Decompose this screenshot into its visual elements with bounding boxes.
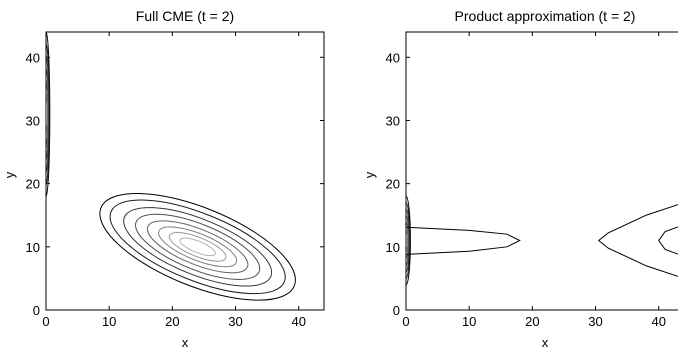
right-xlabel: x [542,335,549,350]
right-ridge-contour [406,233,408,248]
left-xlabel: x [182,335,189,350]
left-ytick-label: 10 [26,240,40,255]
left-peak-contour [109,199,286,295]
left-plot-frame [45,31,325,311]
left-ytick-label: 30 [26,113,40,128]
right-plot-frame [405,31,678,311]
left-ticks: 0 10 20 30 40 0 10 20 30 40 [26,32,324,329]
left-ridge-contour [46,101,48,127]
right-ridge-contour [406,202,411,279]
right-lobe-contour [658,226,678,255]
right-ridge-contour [406,221,409,260]
right-ylabel: y [362,171,377,178]
left-peak-contour [146,220,249,274]
left-ridge-contour [46,78,49,150]
left-ridge-contour [46,43,50,186]
right-ticks: 0 10 20 30 40 0 10 20 30 40 [386,32,666,329]
right-ytick-label: 20 [386,177,400,192]
left-xtick-label: 40 [291,314,305,329]
left-peak-contour [158,226,238,268]
left-ytick-label: 40 [26,50,40,65]
right-panel: Product approximation (t = 2) 0 10 20 30 400… [362,8,678,350]
left-ytick-label: 20 [26,177,40,192]
left-ridge-contour [46,66,49,162]
left-panel: Full CME (t = 2) 0 10 20 30 40 0 10 20 30 40 x y [2,8,325,350]
left-peak-contour [168,231,227,262]
left-chart-title: Full CME (t = 2) [136,8,234,24]
left-xtick-label: 20 [165,314,179,329]
left-contours [46,32,296,301]
right-contours [406,195,678,286]
right-ridge-contour [406,227,408,254]
right-ytick-label: 40 [386,50,400,65]
right-xtick-label: 0 [402,314,409,329]
left-xtick-label: 0 [42,314,49,329]
right-ytick-label: 0 [393,303,400,318]
left-ridge-contour [46,54,50,174]
right-ridge-contour [406,208,410,273]
left-peak-contour [123,207,273,287]
right-ytick-label: 30 [386,113,400,128]
left-xtick-label: 10 [102,314,116,329]
right-xtick-label: 10 [462,314,476,329]
right-chart-title: Product approximation (t = 2) [455,8,636,24]
left-ylabel: y [2,171,17,178]
left-xtick-label: 30 [228,314,242,329]
right-ytick-label: 10 [386,240,400,255]
right-xtick-label: 30 [588,314,602,329]
left-peak-contour [179,237,216,257]
right-lobe-contour [406,226,521,255]
right-xtick-label: 40 [651,314,665,329]
left-ytick-label: 0 [33,303,40,318]
right-ridge-contour [406,195,411,286]
right-ridge-contour [406,214,410,267]
right-xtick-label: 20 [525,314,539,329]
left-ridge-contour [46,90,48,139]
right-lobe-contour [597,204,678,277]
left-peak-contour [135,213,261,280]
left-peak-contour [99,192,296,301]
